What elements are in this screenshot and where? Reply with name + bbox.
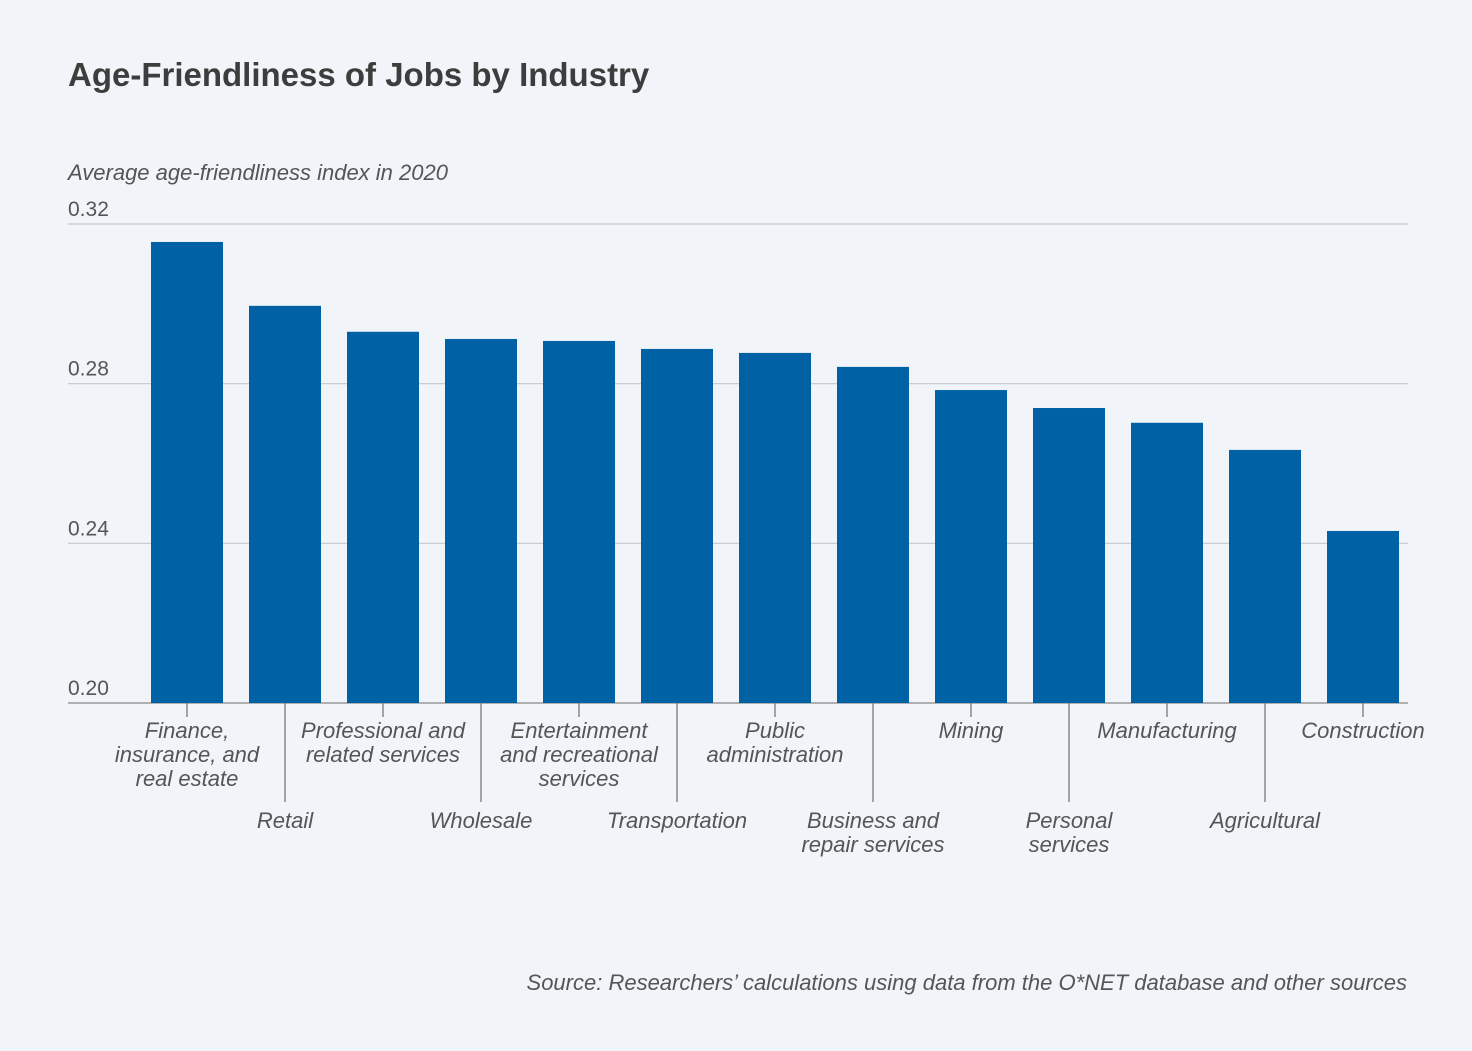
x-tick-label: Construction: [1301, 718, 1425, 743]
x-tick-label: Finance, insurance, and real estate: [115, 718, 260, 791]
bar: [1131, 422, 1203, 703]
x-tick-label: Entertainment and recreational services: [500, 718, 659, 791]
x-tick-label: Wholesale: [430, 808, 533, 833]
bar: [543, 340, 615, 703]
x-tick-label-line: administration: [707, 742, 844, 767]
x-tick-label-line: real estate: [136, 766, 239, 791]
x-tick-label-line: Personal: [1026, 808, 1114, 833]
bar: [837, 366, 909, 703]
bar: [1033, 408, 1105, 703]
y-tick-label: 0.28: [68, 358, 109, 381]
bar: [445, 338, 517, 703]
bar: [249, 305, 321, 703]
x-tick-label-line: Construction: [1301, 718, 1425, 743]
x-tick-label-line: Retail: [257, 808, 314, 833]
bar: [151, 241, 223, 703]
x-tick-label: Business and repair services: [801, 808, 944, 857]
chart-title: Age-Friendliness of Jobs by Industry: [68, 56, 650, 93]
x-tick-label-line: Business and: [807, 808, 940, 833]
x-tick-label-line: related services: [306, 742, 460, 767]
bar: [347, 331, 419, 703]
x-tick-label: Public administration: [707, 718, 844, 767]
bar: [1229, 449, 1301, 703]
x-tick-label-line: Mining: [939, 718, 1005, 743]
x-tick-label-line: Entertainment: [511, 718, 649, 743]
x-tick-label-line: repair services: [801, 832, 944, 857]
x-tick-label-line: services: [539, 766, 620, 791]
y-axis-label: Average age-friendliness index in 2020: [66, 160, 449, 185]
x-tick-label-line: services: [1029, 832, 1110, 857]
x-tick-label: Manufacturing: [1097, 718, 1237, 743]
x-tick-label: Agricultural: [1208, 808, 1321, 833]
y-tick-label: 0.20: [68, 677, 109, 700]
bars: [151, 241, 1399, 703]
x-axis-labels: Finance, insurance, and real estate Retail P…: [115, 703, 1425, 857]
x-tick-label-line: Manufacturing: [1097, 718, 1237, 743]
bar: [739, 352, 811, 703]
source-note: Source: Researchers’ calculations using …: [527, 970, 1407, 995]
x-tick-label-line: Agricultural: [1208, 808, 1321, 833]
y-tick-label: 0.32: [68, 198, 109, 221]
x-tick-label-line: Finance,: [145, 718, 229, 743]
x-tick-label: Professional and related services: [301, 718, 466, 767]
x-tick-label: Transportation: [607, 808, 747, 833]
x-tick-label: Personal services: [1026, 808, 1114, 857]
x-tick-label-line: Wholesale: [430, 808, 533, 833]
x-tick-label-line: Public: [745, 718, 805, 743]
x-tick-label-line: and recreational: [500, 742, 659, 767]
x-tick-label: Retail: [257, 808, 314, 833]
y-tick-label: 0.24: [68, 517, 109, 540]
bar: [1327, 530, 1399, 703]
x-tick-label-line: Transportation: [607, 808, 747, 833]
x-tick-label-line: Professional and: [301, 718, 466, 743]
bar: [935, 390, 1007, 703]
bar: [641, 348, 713, 703]
x-tick-label: Mining: [939, 718, 1005, 743]
x-tick-label-line: insurance, and: [115, 742, 260, 767]
